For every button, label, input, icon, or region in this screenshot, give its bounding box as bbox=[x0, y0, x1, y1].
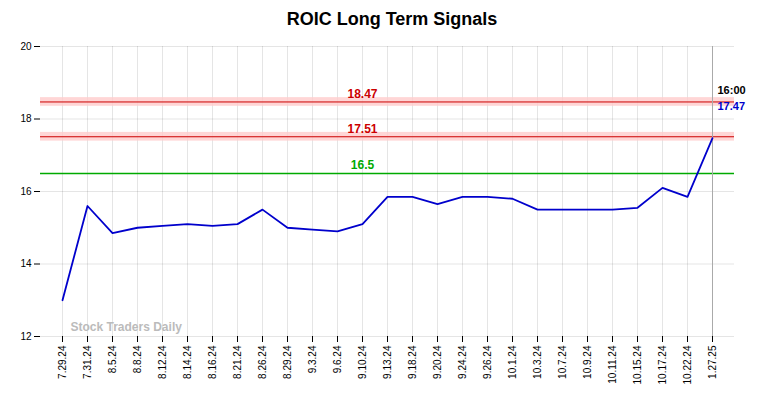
svg-text:8.26.24: 8.26.24 bbox=[257, 345, 268, 379]
svg-text:9.10.24: 9.10.24 bbox=[357, 345, 368, 379]
svg-text:8.5.24: 8.5.24 bbox=[107, 345, 118, 373]
svg-text:10.15.24: 10.15.24 bbox=[632, 345, 643, 384]
svg-text:7.31.24: 7.31.24 bbox=[82, 345, 93, 379]
svg-text:8.16.24: 8.16.24 bbox=[207, 345, 218, 379]
svg-text:10.1.24: 10.1.24 bbox=[507, 345, 518, 379]
svg-text:1.27.25: 1.27.25 bbox=[707, 345, 718, 379]
svg-text:8.29.24: 8.29.24 bbox=[282, 345, 293, 379]
svg-text:8.21.24: 8.21.24 bbox=[232, 345, 243, 379]
svg-text:9.24.24: 9.24.24 bbox=[457, 345, 468, 379]
svg-text:16:00: 16:00 bbox=[718, 84, 746, 96]
html-text:ROIC Long Term Signals: ROIC Long Term Signals bbox=[286, 9, 498, 29]
svg-text:7.29.24: 7.29.24 bbox=[57, 345, 68, 379]
svg-text:10.17.24: 10.17.24 bbox=[657, 345, 668, 384]
svg-text:9.3.24: 9.3.24 bbox=[307, 345, 318, 373]
svg-text:8.12.24: 8.12.24 bbox=[157, 345, 168, 379]
svg-text:9.6.24: 9.6.24 bbox=[332, 345, 343, 373]
svg-text:10.7.24: 10.7.24 bbox=[557, 345, 568, 379]
svg-text:9.26.24: 9.26.24 bbox=[482, 345, 493, 379]
svg-text:18.47: 18.47 bbox=[347, 87, 377, 101]
svg-text:Stock Traders Daily: Stock Traders Daily bbox=[71, 320, 183, 334]
svg-text:16.5: 16.5 bbox=[351, 158, 375, 172]
svg-text:8.14.24: 8.14.24 bbox=[182, 345, 193, 379]
svg-text:10.22.24: 10.22.24 bbox=[682, 345, 693, 384]
svg-text:8.8.24: 8.8.24 bbox=[132, 345, 143, 373]
svg-text:14: 14 bbox=[20, 258, 32, 269]
svg-text:9.20.24: 9.20.24 bbox=[432, 345, 443, 379]
svg-text:10.11.24: 10.11.24 bbox=[607, 345, 618, 384]
svg-text:20: 20 bbox=[20, 41, 32, 52]
svg-text:18: 18 bbox=[20, 113, 32, 124]
svg-text:9.18.24: 9.18.24 bbox=[407, 345, 418, 379]
svg-text:17.51: 17.51 bbox=[347, 122, 377, 136]
svg-text:17.47: 17.47 bbox=[718, 100, 746, 112]
svg-text:10.9.24: 10.9.24 bbox=[582, 345, 593, 379]
svg-text:12: 12 bbox=[20, 331, 32, 342]
svg-text:16: 16 bbox=[20, 186, 32, 197]
svg-text:9.13.24: 9.13.24 bbox=[382, 345, 393, 379]
svg-text:10.3.24: 10.3.24 bbox=[532, 345, 543, 379]
